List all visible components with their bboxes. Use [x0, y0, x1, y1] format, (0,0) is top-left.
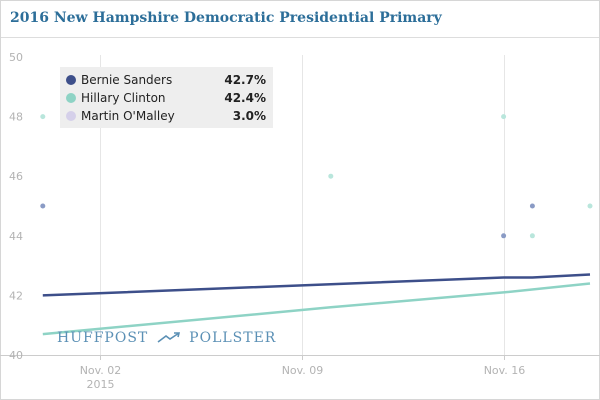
legend-item-martin-omalley[interactable]: Martin O'Malley 3.0%: [60, 108, 273, 126]
poll-point-hillary-clinton: [587, 203, 593, 209]
legend-swatch-icon: [66, 93, 76, 103]
x-tick-label: Nov. 16: [484, 364, 526, 377]
y-tick-label: 44: [9, 230, 23, 243]
y-tick-label: 48: [9, 111, 23, 124]
legend-item-hillary-clinton[interactable]: Hillary Clinton 42.4%: [60, 90, 273, 108]
chart-title: 2016 New Hampshire Democratic Presidenti…: [10, 10, 442, 26]
poll-point-bernie-sanders: [529, 203, 535, 209]
poll-point-hillary-clinton: [328, 173, 334, 179]
legend-swatch-icon: [66, 75, 76, 85]
y-tick-label: 50: [9, 51, 23, 64]
x-tick-label: Nov. 02: [80, 364, 122, 377]
y-tick-label: 46: [9, 170, 23, 183]
legend-value: 3.0%: [232, 109, 266, 123]
legend-label: Hillary Clinton: [81, 91, 166, 105]
pollster-arrow-icon: [157, 332, 180, 343]
poll-point-bernie-sanders: [40, 203, 46, 209]
y-tick-label: 40: [9, 349, 23, 362]
poll-point-bernie-sanders: [501, 233, 507, 239]
x-tick-sublabel: 2015: [87, 378, 115, 391]
trend-line-hillary-clinton: [42, 282, 591, 336]
x-tick-label: Nov. 09: [282, 364, 324, 377]
poll-point-hillary-clinton: [501, 114, 507, 120]
trend-line-bernie-sanders: [42, 273, 591, 297]
legend: Bernie Sanders 42.7% Hillary Clinton 42.…: [60, 67, 273, 128]
legend-value: 42.7%: [224, 73, 266, 87]
legend-item-bernie-sanders[interactable]: Bernie Sanders 42.7%: [60, 72, 273, 90]
title-divider: [1, 37, 599, 38]
logo-text-huffpost: HUFFPOST: [57, 330, 149, 346]
legend-value: 42.4%: [224, 91, 266, 105]
legend-label: Bernie Sanders: [81, 73, 173, 87]
poll-point-hillary-clinton: [529, 233, 535, 239]
poll-point-hillary-clinton: [40, 114, 46, 120]
legend-label: Martin O'Malley: [81, 109, 175, 123]
huffpost-pollster-logo: HUFFPOST POLLSTER: [57, 330, 276, 350]
logo-text-pollster: POLLSTER: [189, 330, 277, 346]
y-tick-label: 42: [9, 289, 23, 302]
legend-swatch-icon: [66, 111, 76, 121]
